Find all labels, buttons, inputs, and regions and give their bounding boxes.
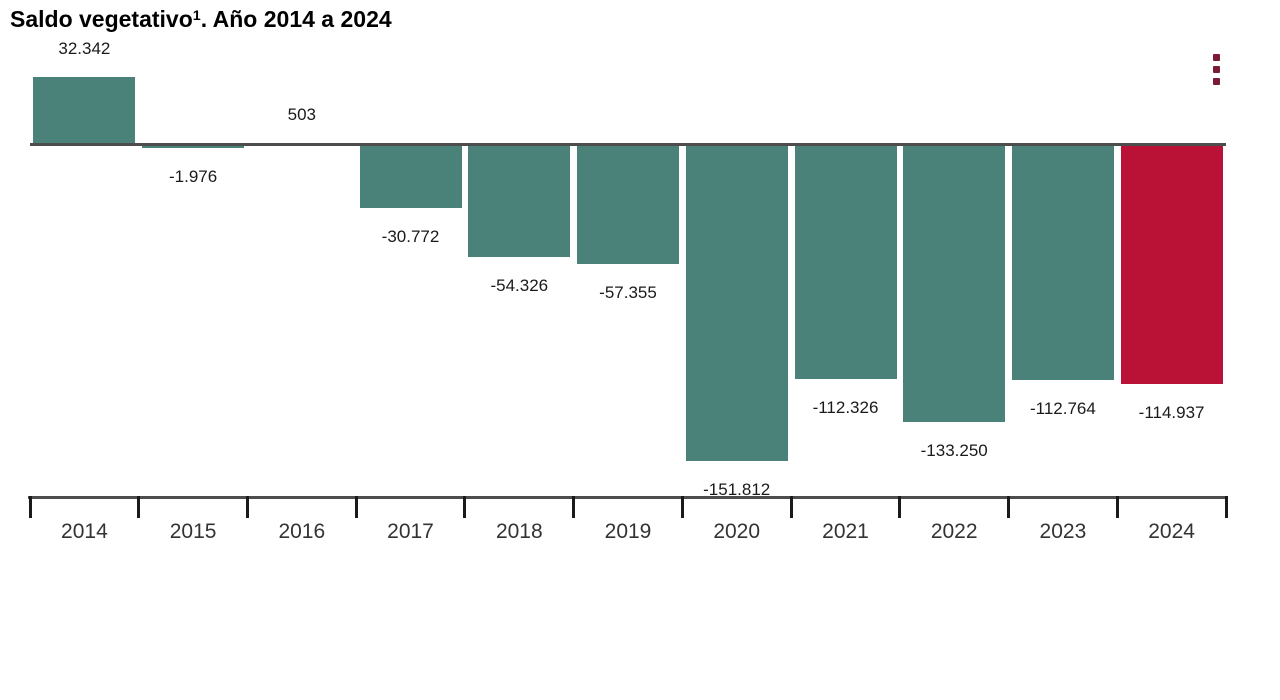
kebab-dot [1213, 78, 1220, 85]
x-axis-label-2014: 2014 [61, 520, 108, 543]
x-axis-line [28, 496, 1228, 499]
x-axis-label-2017: 2017 [387, 520, 434, 543]
x-axis-label-2022: 2022 [930, 520, 978, 543]
x-axis-label-2023: 2023 [1039, 520, 1087, 543]
kebab-dot [1213, 54, 1220, 61]
bar-2023[interactable] [1011, 144, 1114, 380]
x-axis-label-2016: 2016 [278, 520, 326, 543]
chart-title-footnote-marker: 1 [192, 7, 201, 24]
value-label-2015: -1.976 [168, 167, 218, 187]
x-axis-label-2018: 2018 [495, 520, 543, 543]
x-axis-tick [572, 496, 576, 518]
bar-2018[interactable] [468, 144, 571, 258]
x-axis-tick [680, 496, 684, 518]
bar-2024[interactable] [1120, 144, 1223, 384]
value-label-2017: -30.772 [381, 227, 440, 247]
bar-2015[interactable] [142, 144, 245, 149]
x-axis-tick [1224, 496, 1228, 518]
bar-2014[interactable] [33, 76, 136, 144]
value-label-2019: -57.355 [599, 282, 657, 302]
x-axis-tick [137, 496, 141, 518]
x-axis-label-2020: 2020 [713, 520, 761, 543]
x-axis-label-2015: 2015 [169, 520, 217, 543]
zero-axis-line [30, 143, 1226, 146]
x-axis-tick [1007, 496, 1010, 518]
value-label-2024: -114.937 [1138, 403, 1205, 422]
x-axis-tick [789, 496, 793, 518]
kebab-dot [1213, 66, 1220, 73]
value-label-2018: -54.326 [490, 276, 549, 296]
chart-title-period: . Año 2014 a 2024 [200, 6, 392, 32]
x-axis-tick [463, 496, 467, 518]
bar-2022[interactable] [903, 144, 1006, 423]
value-label-2020: -151.812 [703, 480, 771, 499]
value-label-2022: -133.250 [920, 441, 988, 461]
chart-title: Saldo vegetativo1. Año 2014 a 2024 [10, 6, 392, 33]
value-label-2023: -112.764 [1029, 398, 1096, 418]
value-label-2016: 503 [287, 104, 316, 124]
value-label-2014: 32.342 [58, 38, 111, 58]
bar-2020[interactable] [685, 144, 788, 461]
bar-2021[interactable] [794, 144, 897, 379]
x-axis-tick [1115, 496, 1119, 518]
kebab-menu-icon[interactable] [1210, 52, 1224, 87]
x-axis-tick [28, 496, 32, 518]
bar-2017[interactable] [359, 144, 462, 209]
x-axis-tick [898, 496, 902, 518]
bar-2019[interactable] [577, 144, 679, 264]
x-axis-label-2024: 2024 [1148, 520, 1195, 543]
chart-title-text: Saldo vegetativo [10, 6, 193, 32]
x-axis-label-2019: 2019 [604, 520, 652, 543]
x-axis-tick [354, 496, 358, 518]
value-label-2021: -112.326 [812, 397, 879, 417]
x-axis-label-2021: 2021 [822, 520, 869, 543]
x-axis-tick [246, 496, 249, 518]
